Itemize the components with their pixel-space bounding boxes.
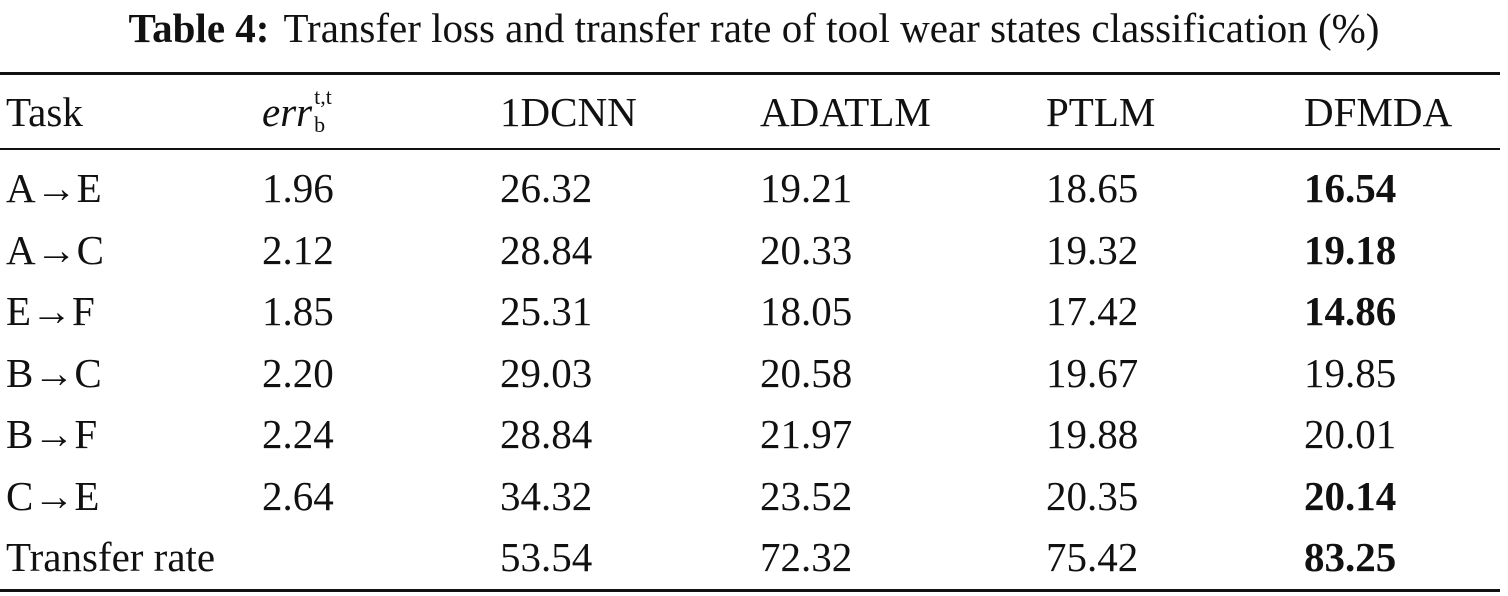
cell-value: 20.01 xyxy=(1304,411,1397,457)
cell-value: 26.32 xyxy=(500,165,593,211)
row-label: Transfer rate xyxy=(6,534,216,580)
row-label: A→E xyxy=(6,165,102,211)
row-label: C→E xyxy=(6,472,100,519)
err-sup: t,t xyxy=(314,84,332,109)
cell-value: 34.32 xyxy=(500,472,593,519)
row-label: B→F xyxy=(6,411,98,457)
cell-value: 72.32 xyxy=(760,534,853,580)
cell-value: 20.33 xyxy=(760,226,853,273)
caption-text: Transfer loss and transfer rate of tool … xyxy=(283,5,1380,51)
cell-value: 19.85 xyxy=(1304,349,1397,396)
cell-value: 19.88 xyxy=(1046,411,1139,457)
cell-value: 1.96 xyxy=(262,165,334,211)
cell-value: 18.05 xyxy=(760,288,853,334)
top-rule xyxy=(0,72,1500,75)
header-cell: ADATLM xyxy=(760,89,931,135)
header-rule xyxy=(0,148,1500,150)
cell-value: 28.84 xyxy=(500,411,593,457)
header-cell: Task xyxy=(6,89,83,135)
table-caption: Table 4: Transfer loss and transfer rate … xyxy=(0,4,1508,52)
header-cell: 1DCNN xyxy=(500,89,637,135)
err-scripts: t,t b xyxy=(312,86,342,136)
cell-value: 2.12 xyxy=(262,226,334,273)
caption-label: Table 4: xyxy=(128,5,270,51)
cell-value: 16.54 xyxy=(1304,165,1397,211)
row-label: A→C xyxy=(6,226,104,273)
cell-value: 19.21 xyxy=(760,165,853,211)
cell-value: 75.42 xyxy=(1046,534,1139,580)
cell-value: 23.52 xyxy=(760,472,853,519)
header-cell: PTLM xyxy=(1046,89,1156,135)
header-cell: err t,t b xyxy=(262,86,342,136)
err-base: err xyxy=(262,89,313,135)
cell-value: 17.42 xyxy=(1046,288,1139,334)
err-sub: b xyxy=(314,112,326,137)
cell-value: 19.67 xyxy=(1046,349,1139,396)
header-cell: DFMDA xyxy=(1304,89,1453,135)
cell-value: 29.03 xyxy=(500,349,593,396)
row-label: E→F xyxy=(6,288,95,334)
cell-value: 25.31 xyxy=(500,288,593,334)
cell-value: 2.20 xyxy=(262,349,334,396)
cell-value: 20.35 xyxy=(1046,472,1139,519)
cell-value: 28.84 xyxy=(500,226,593,273)
cell-value: 83.25 xyxy=(1304,534,1397,580)
cell-value: 2.24 xyxy=(262,411,334,457)
cell-value: 20.14 xyxy=(1304,472,1397,519)
cell-value: 1.85 xyxy=(262,288,334,334)
cell-value: 2.64 xyxy=(262,472,334,519)
cell-value: 19.18 xyxy=(1304,226,1397,273)
bottom-rule xyxy=(0,589,1500,592)
cell-value: 53.54 xyxy=(500,534,593,580)
cell-value: 19.32 xyxy=(1046,226,1139,273)
cell-value: 20.58 xyxy=(760,349,853,396)
cell-value: 18.65 xyxy=(1046,165,1139,211)
cell-value: 14.86 xyxy=(1304,288,1397,334)
cell-value: 21.97 xyxy=(760,411,853,457)
row-label: B→C xyxy=(6,349,102,396)
